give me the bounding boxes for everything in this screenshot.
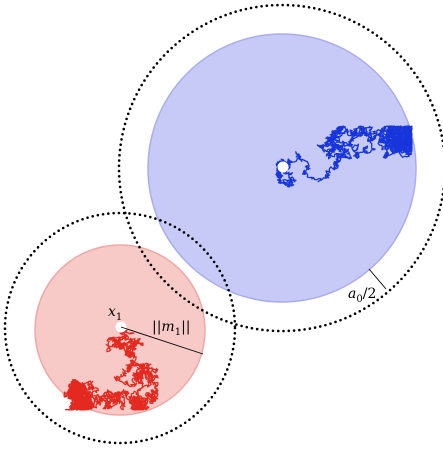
norm-m1-segment bbox=[120, 326, 204, 355]
red-random-walk bbox=[63, 329, 159, 411]
a0-gap-segment bbox=[368, 268, 387, 290]
norm-m1-label: ||m1|| bbox=[152, 319, 191, 338]
a0-half-label: a0/2 bbox=[348, 286, 376, 305]
point-label-x1: x1 bbox=[108, 304, 122, 323]
blue-dotted-circle bbox=[117, 3, 443, 333]
blue-start-point bbox=[277, 161, 289, 173]
blue-random-walk bbox=[275, 125, 413, 188]
red-dotted-circle bbox=[3, 211, 237, 445]
